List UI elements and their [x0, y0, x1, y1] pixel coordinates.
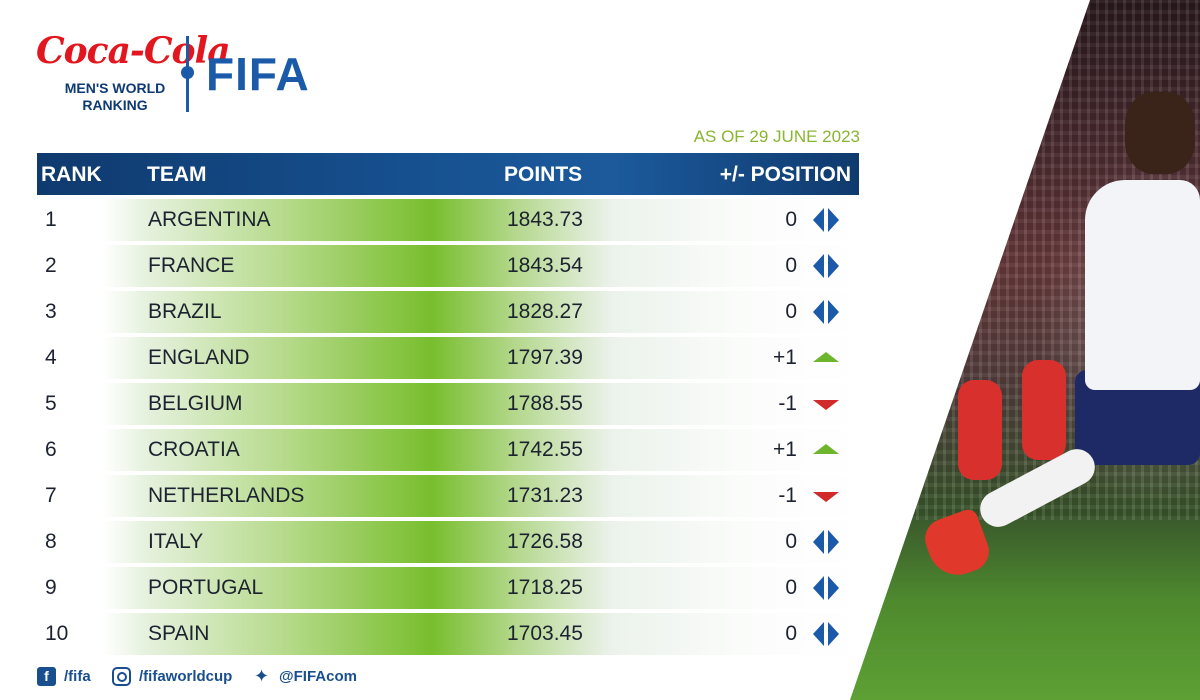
points-cell: 1828.27 — [507, 300, 583, 323]
team-cell: ITALY — [148, 530, 204, 553]
rank-cell: 5 — [45, 392, 57, 415]
opponent-player — [958, 380, 1002, 480]
player-shirt — [1085, 180, 1200, 390]
points-cell: 1742.55 — [507, 438, 583, 461]
left-right-arrows-icon — [813, 622, 839, 646]
change-cell: +1 — [773, 438, 797, 461]
fifa-logo: FIFA — [206, 48, 310, 100]
points-cell: 1843.73 — [507, 208, 583, 231]
change-cell: 0 — [785, 576, 797, 599]
up-triangle-icon — [813, 438, 839, 462]
table-row: 3 BRAZIL 1828.27 0 — [37, 291, 859, 333]
team-cell: BELGIUM — [148, 392, 243, 415]
table-row: 7 NETHERLANDS 1731.23 -1 — [37, 475, 859, 517]
down-triangle-icon — [813, 392, 839, 416]
points-cell: 1797.39 — [507, 346, 583, 369]
team-cell: PORTUGAL — [148, 576, 264, 599]
points-cell: 1731.23 — [507, 484, 583, 507]
as-of-date: AS OF 29 JUNE 2023 — [693, 127, 860, 146]
player-head — [1125, 92, 1195, 174]
down-triangle-icon — [813, 484, 839, 508]
position-change-header: +/- POSITION — [719, 163, 851, 186]
ranking-subtitle: MEN'S WORLD RANKING — [50, 80, 180, 114]
logo-divider-dot — [181, 66, 194, 79]
facebook-icon: f — [37, 666, 56, 686]
change-cell: -1 — [778, 484, 797, 507]
points-cell: 1703.45 — [507, 622, 583, 645]
team-header: TEAM — [147, 163, 207, 186]
rank-cell: 10 — [45, 622, 69, 645]
rank-cell: 3 — [45, 300, 57, 323]
points-cell: 1788.55 — [507, 392, 583, 415]
table-row: 6 CROATIA 1742.55 +1 — [37, 429, 859, 471]
rank-cell: 7 — [45, 484, 57, 507]
table-row: 10 SPAIN 1703.45 0 — [37, 613, 859, 655]
rank-cell: 4 — [45, 346, 57, 369]
table-row: 2 FRANCE 1843.54 0 — [37, 245, 859, 287]
change-cell: 0 — [785, 208, 797, 231]
coca-cola-logo: Coca-Cola — [36, 30, 231, 72]
opponent-player — [1022, 360, 1066, 460]
facebook-handle[interactable]: /fifa — [64, 667, 91, 685]
points-cell: 1718.25 — [507, 576, 583, 599]
left-right-arrows-icon — [813, 530, 839, 554]
subtitle-line-1: MEN'S WORLD — [64, 80, 166, 96]
instagram-icon — [112, 666, 131, 686]
rank-header: RANK — [41, 163, 102, 186]
points-header: POINTS — [504, 163, 583, 186]
table-row: 4 ENGLAND 1797.39 +1 — [37, 337, 859, 379]
social-twitter[interactable]: ✦ @FIFAcom — [252, 664, 357, 688]
left-right-arrows-icon — [813, 300, 839, 324]
subtitle-line-2: RANKING — [82, 97, 148, 113]
left-right-arrows-icon — [813, 254, 839, 278]
team-cell: ENGLAND — [148, 346, 250, 369]
left-right-arrows-icon — [813, 576, 839, 600]
twitter-handle[interactable]: @FIFAcom — [279, 667, 357, 685]
rank-cell: 2 — [45, 254, 57, 277]
change-cell: 0 — [785, 254, 797, 277]
rank-cell: 6 — [45, 438, 57, 461]
change-cell: 0 — [785, 300, 797, 323]
table-header: RANK TEAM POINTS +/- POSITION — [37, 153, 859, 195]
instagram-handle[interactable]: /fifaworldcup — [139, 667, 233, 685]
change-cell: -1 — [778, 392, 797, 415]
table-row: 1 ARGENTINA 1843.73 0 — [37, 199, 859, 241]
table-row: 5 BELGIUM 1788.55 -1 — [37, 383, 859, 425]
rank-cell: 1 — [45, 208, 57, 231]
table-row: 9 PORTUGAL 1718.25 0 — [37, 567, 859, 609]
rank-cell: 9 — [45, 576, 57, 599]
change-cell: 0 — [785, 622, 797, 645]
up-triangle-icon — [813, 346, 839, 370]
table-row: 8 ITALY 1726.58 0 — [37, 521, 859, 563]
points-cell: 1726.58 — [507, 530, 583, 553]
social-facebook[interactable]: f /fifa — [37, 664, 91, 688]
social-instagram[interactable]: /fifaworldcup — [112, 664, 232, 688]
change-cell: 0 — [785, 530, 797, 553]
twitter-icon: ✦ — [253, 665, 270, 686]
team-cell: FRANCE — [148, 254, 235, 277]
team-cell: CROATIA — [148, 438, 240, 461]
team-cell: ARGENTINA — [148, 208, 271, 231]
left-right-arrows-icon — [813, 208, 839, 232]
team-cell: BRAZIL — [148, 300, 222, 323]
rank-cell: 8 — [45, 530, 57, 553]
change-cell: +1 — [773, 346, 797, 369]
team-cell: SPAIN — [148, 622, 210, 645]
points-cell: 1843.54 — [507, 254, 583, 277]
team-cell: NETHERLANDS — [148, 484, 305, 507]
